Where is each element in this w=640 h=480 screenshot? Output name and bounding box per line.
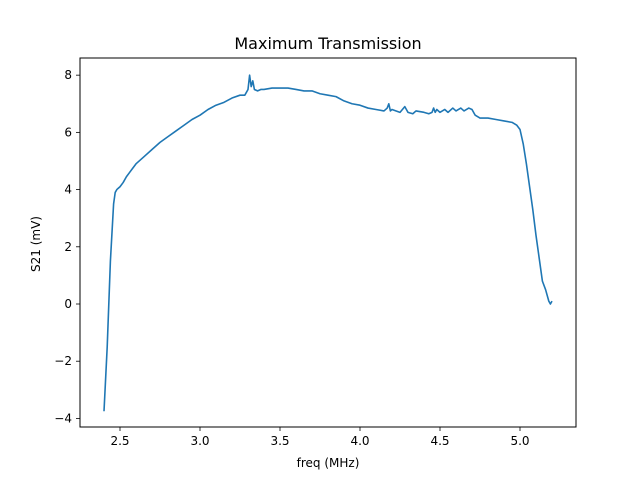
y-tick-label: 6 <box>64 125 72 139</box>
x-tick-label: 4.5 <box>430 434 449 448</box>
y-tick-label: 8 <box>64 68 72 82</box>
x-tick-label: 2.5 <box>110 434 129 448</box>
y-tick-label: 0 <box>64 297 72 311</box>
x-tick-label: 4.0 <box>350 434 369 448</box>
y-tick-label: −4 <box>54 411 72 425</box>
y-tick-label: 2 <box>64 240 72 254</box>
y-tick-label: 4 <box>64 183 72 197</box>
plot-frame <box>79 57 577 428</box>
ticks-layer: 2.5 3.0 3.5 4.0 4.5 5.0 −4 −2 0 2 4 6 8 <box>54 68 529 448</box>
x-axis-label: freq (MHz) <box>297 456 360 470</box>
chart-title: Maximum Transmission <box>234 34 421 53</box>
x-tick-label: 3.5 <box>270 434 289 448</box>
y-tick-label: −2 <box>54 354 72 368</box>
y-axis-label: S21 (mV) <box>29 216 43 272</box>
series-line-0 <box>103 74 553 412</box>
series-layer <box>103 74 553 412</box>
x-tick-label: 3.0 <box>190 434 209 448</box>
x-tick-label: 5.0 <box>510 434 529 448</box>
